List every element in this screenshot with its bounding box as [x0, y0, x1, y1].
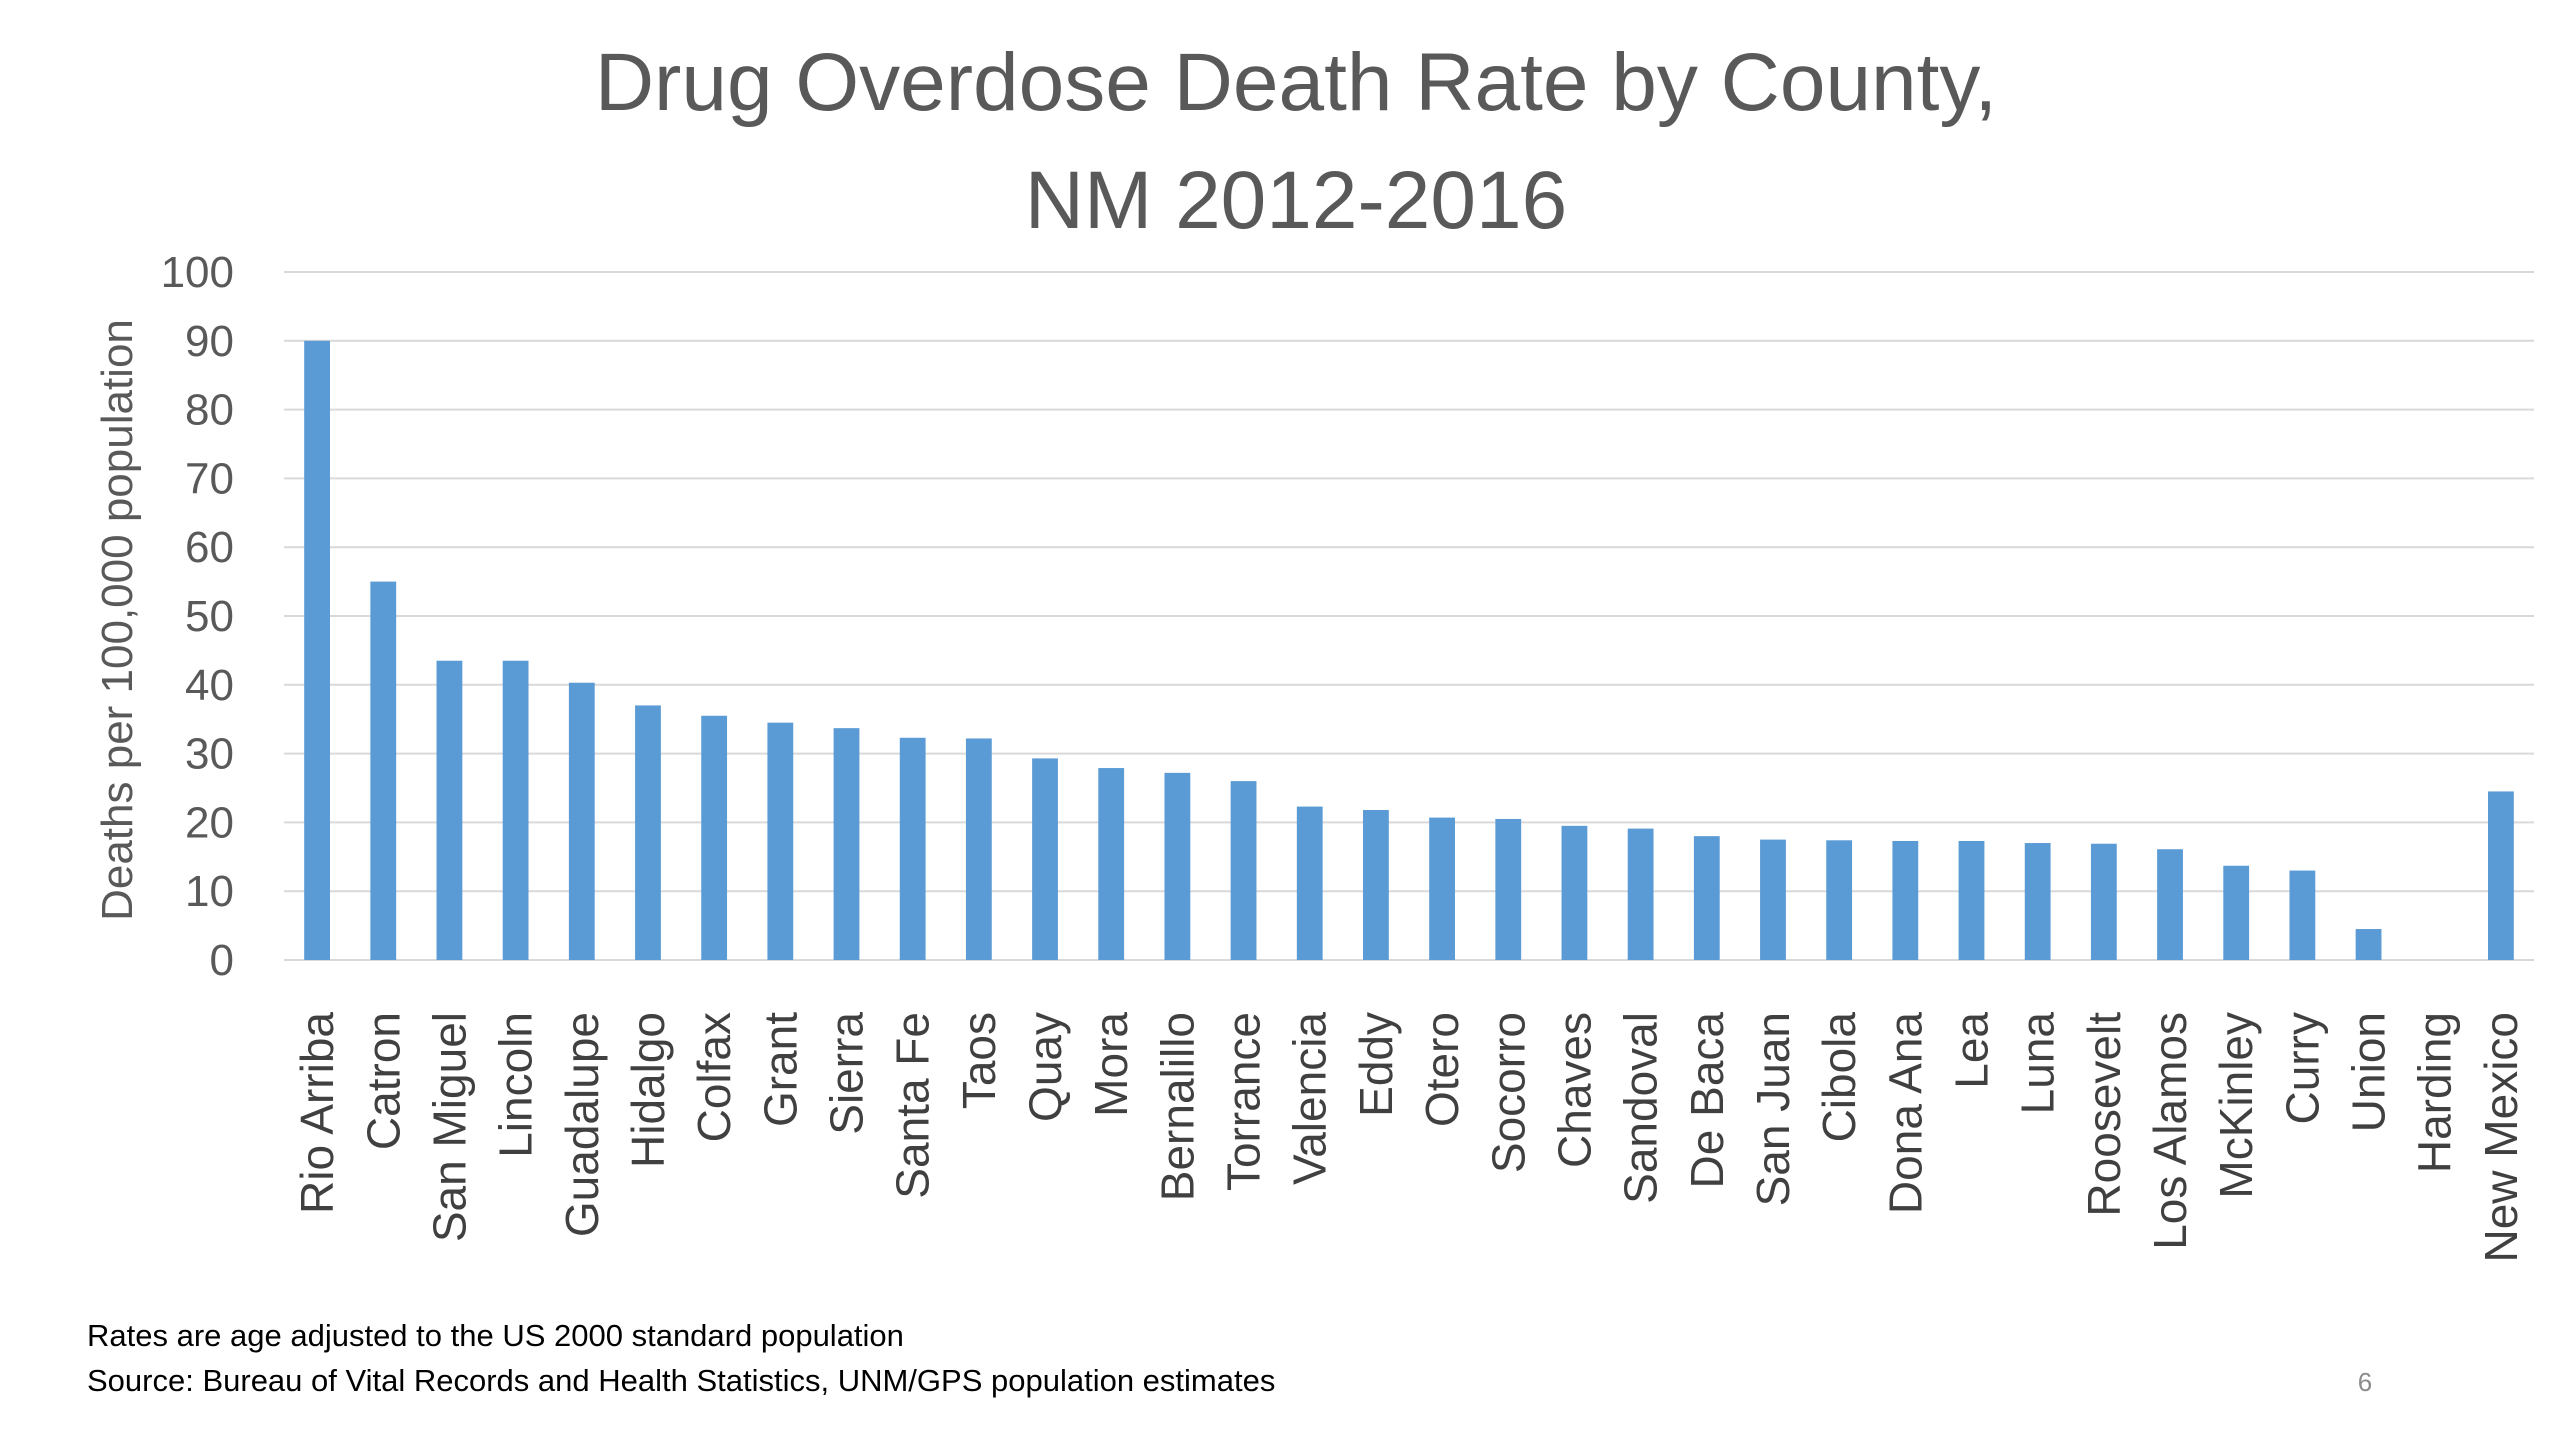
x-category-label-lincoln: Lincoln [490, 1012, 542, 1158]
y-tick-label-80: 80 [185, 386, 234, 435]
x-category-label-santa-fe: Santa Fe [887, 1012, 939, 1199]
bar-socorro [1495, 818, 1522, 960]
bar-roosevelt [2090, 843, 2117, 960]
bar-valencia [1296, 806, 1323, 960]
footnote-source: Source: Bureau of Vital Records and Heal… [87, 1363, 1275, 1398]
bar-eddy [1363, 810, 1389, 960]
bar-mckinley [2223, 865, 2250, 960]
x-category-label-socorro: Socorro [1482, 1012, 1534, 1173]
x-category-label-mora: Mora [1085, 1012, 1137, 1117]
x-category-label-quay: Quay [1019, 1012, 1071, 1122]
y-tick-label-40: 40 [185, 661, 234, 710]
bar-new-mexico [2488, 791, 2514, 960]
bar-grant [767, 722, 794, 960]
chart-title-line-2: NM 2012-2016 [1025, 155, 1567, 246]
bar-catron [370, 581, 397, 960]
x-category-label-otero: Otero [1416, 1012, 1468, 1127]
x-category-label-mckinley: McKinley [2210, 1012, 2262, 1199]
y-tick-label-100: 100 [161, 248, 234, 297]
bar-dona-ana [1892, 840, 1919, 960]
x-category-label-valencia: Valencia [1284, 1012, 1336, 1185]
x-category-label-taos: Taos [953, 1012, 1005, 1109]
bar-sandoval [1627, 828, 1654, 960]
y-tick-label-20: 20 [185, 798, 234, 847]
y-tick-label-30: 30 [185, 730, 234, 779]
page-number: 6 [2358, 1367, 2372, 1397]
bar-guadalupe [568, 682, 595, 960]
bar-hidalgo [635, 705, 661, 960]
x-category-label-sandoval: Sandoval [1615, 1012, 1667, 1204]
x-category-label-curry: Curry [2276, 1012, 2328, 1124]
bar-otero [1429, 817, 1455, 960]
bar-santa-fe [899, 737, 926, 960]
bar-mora [1098, 768, 1125, 960]
x-category-label-union: Union [2343, 1012, 2395, 1132]
y-tick-label-50: 50 [185, 592, 234, 641]
bar-curry [2289, 870, 2316, 960]
bar-luna [2024, 843, 2051, 960]
x-axis-category-labels: Rio Arriba Catron San Miguel Lincoln Guadalu… [291, 1012, 2527, 1263]
bar-bernalillo [1164, 772, 1191, 960]
x-category-label-rio-arriba: Rio Arriba [291, 1012, 343, 1214]
bar-colfax [701, 715, 728, 960]
x-category-label-bernalillo: Bernalillo [1151, 1012, 1203, 1201]
y-axis-title: Deaths per 100,000 population [93, 319, 142, 921]
bar-taos [965, 738, 992, 960]
x-category-label-hidalgo: Hidalgo [622, 1012, 674, 1168]
bar-san-juan [1760, 839, 1786, 960]
x-category-label-de-baca: De Baca [1681, 1012, 1733, 1189]
x-category-label-san-miguel: San Miguel [423, 1012, 475, 1242]
x-category-label-lea: Lea [1946, 1012, 1998, 1089]
bar-san-miguel [436, 660, 463, 960]
x-category-label-eddy: Eddy [1350, 1012, 1402, 1117]
x-category-label-harding: Harding [2409, 1012, 2461, 1173]
x-category-label-dona-ana: Dona Ana [1879, 1012, 1931, 1214]
bar-torrance [1230, 781, 1257, 960]
x-category-label-los-alamos: Los Alamos [2144, 1012, 2196, 1250]
chart-title-line-1: Drug Overdose Death Rate by County, [595, 37, 1997, 128]
x-category-label-chaves: Chaves [1548, 1012, 1600, 1168]
x-category-label-colfax: Colfax [688, 1012, 740, 1142]
y-tick-label-0: 0 [210, 936, 234, 985]
x-category-label-grant: Grant [754, 1012, 806, 1127]
x-category-label-torrance: Torrance [1218, 1012, 1270, 1191]
bar-union [2355, 929, 2382, 960]
x-category-label-luna: Luna [2012, 1012, 2064, 1115]
y-tick-label-90: 90 [185, 317, 234, 366]
x-category-label-roosevelt: Roosevelt [2078, 1012, 2130, 1217]
footnote-age-adjusted: Rates are age adjusted to the US 2000 st… [87, 1318, 904, 1353]
bars [304, 340, 2514, 960]
bar-de-baca [1693, 836, 1720, 960]
x-category-label-sierra: Sierra [821, 1012, 873, 1135]
bar-rio-arriba [304, 340, 330, 960]
bar-chaves [1561, 825, 1588, 960]
y-axis-ticks: 0 10 20 30 40 50 60 70 80 90 100 [161, 248, 234, 985]
y-tick-label-60: 60 [185, 523, 234, 572]
bar-cibola [1826, 840, 1853, 960]
x-category-label-cibola: Cibola [1813, 1012, 1865, 1143]
y-tick-label-70: 70 [185, 454, 234, 503]
bar-sierra [833, 728, 860, 960]
x-category-label-san-juan: San Juan [1747, 1012, 1799, 1206]
gridlines [284, 271, 2534, 961]
x-category-label-catron: Catron [357, 1012, 409, 1150]
bar-lincoln [502, 660, 529, 960]
x-category-label-new-mexico: New Mexico [2475, 1012, 2527, 1263]
x-category-label-guadalupe: Guadalupe [556, 1012, 608, 1237]
bar-los-alamos [2157, 849, 2183, 960]
y-tick-label-10: 10 [185, 867, 234, 916]
bar-quay [1032, 758, 1058, 960]
bar-lea [1958, 840, 1985, 960]
